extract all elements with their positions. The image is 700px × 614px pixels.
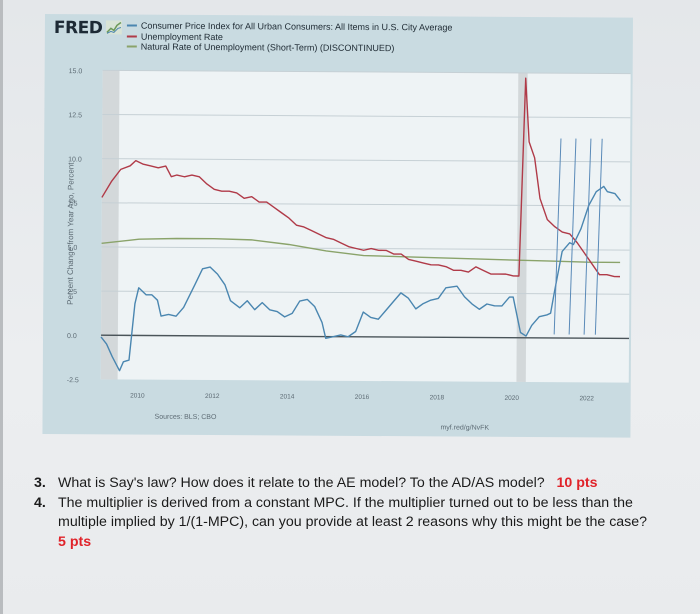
x-axis-ticks: 2010 2012 2014 2016 2018 2020 2022 <box>130 393 594 403</box>
series-line <box>101 77 621 278</box>
gridlines <box>101 69 631 340</box>
y-tick-label: -2.5 <box>67 377 79 384</box>
question-number: 4. <box>34 494 46 511</box>
line-chart[interactable]: 15.012.510.07.55.02.50.0-2.5 2010 2012 201… <box>42 14 633 438</box>
recession-bands <box>100 70 528 382</box>
annotation-line <box>583 138 592 335</box>
y-axis-ticks: 15.0 12.5 10.0 7.5 5.0 2.5 0.0 -2.5 <box>67 68 83 384</box>
fred-chart-panel: FRED Consumer Price Index for All Urban … <box>42 14 633 438</box>
annotation-line <box>594 138 603 335</box>
data-series <box>100 77 622 372</box>
y-tick-label: 5.0 <box>68 245 78 252</box>
zero-line <box>101 334 630 340</box>
line-chart-icon <box>105 20 122 35</box>
x-tick-label: 2012 <box>205 393 220 400</box>
x-tick-label: 2010 <box>130 393 145 400</box>
hand-drawn-lines <box>553 138 603 335</box>
question-text: What is Say's law? How does it relate to… <box>58 474 674 494</box>
frame-edge <box>0 0 3 614</box>
y-tick-label: 10.0 <box>68 156 82 163</box>
question-number: 3. <box>34 475 46 491</box>
series-line <box>100 185 622 372</box>
points-badge: 10 pts <box>556 475 598 491</box>
y-tick-label: 15.0 <box>69 68 83 75</box>
question-4-body: The multiplier is derived from a constan… <box>58 494 648 531</box>
annotation-line <box>568 138 577 335</box>
sources-note: Sources: BLS; CBO <box>154 413 217 422</box>
question-text: The multiplier is derived from a constan… <box>58 494 674 553</box>
x-tick-label: 2014 <box>280 393 295 400</box>
question-3-body: What is Say's law? How does it relate to… <box>58 475 545 491</box>
y-tick-label: 7.5 <box>68 201 78 208</box>
y-tick-label: 2.5 <box>67 289 77 296</box>
x-tick-label: 2020 <box>505 395 520 402</box>
question-4: 4. The multiplier is derived from a cons… <box>34 494 674 553</box>
x-tick-label: 2016 <box>355 394 370 401</box>
x-tick-label: 2018 <box>430 394 445 401</box>
plot-area <box>100 70 631 383</box>
y-tick-label: 12.5 <box>68 112 82 119</box>
recession-band <box>516 72 528 382</box>
y-tick-label: 0.0 <box>67 333 77 340</box>
chart-short-link[interactable]: myf.red/g/NvFK <box>440 424 490 432</box>
annotation-line <box>553 138 562 335</box>
recession-band <box>100 70 120 380</box>
question-3: 3. What is Say's law? How does it relate… <box>34 474 674 494</box>
points-badge: 5 pts <box>58 533 92 550</box>
x-tick-label: 2022 <box>579 395 594 402</box>
homework-questions: 3. What is Say's law? How does it relate… <box>34 474 674 552</box>
series-line <box>101 237 621 264</box>
